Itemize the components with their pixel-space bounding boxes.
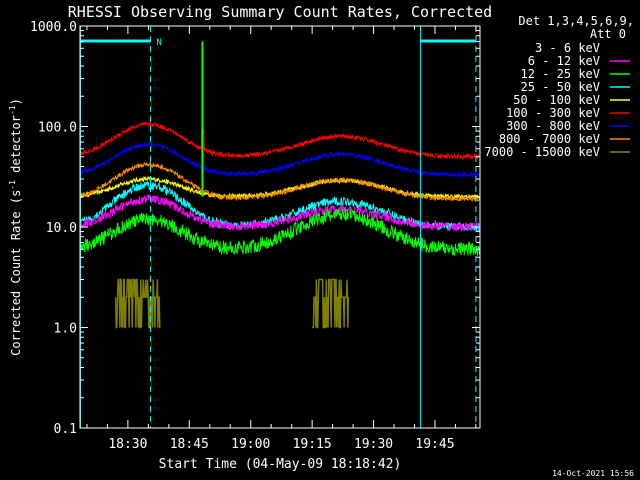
legend-label-4: 25 - 50 keV <box>521 80 600 94</box>
series-line-1 <box>79 204 481 276</box>
y-tick-label: 100.0 <box>38 121 77 136</box>
y-axis-label-main: Corrected Count Rate (s <box>9 190 23 356</box>
y-axis-label-mid: detector <box>9 115 23 180</box>
legend-title-detectors: Det 1,3,4,5,6,9, <box>518 14 634 28</box>
y-axis-label-sup2: -1 <box>8 105 17 115</box>
legend-title-attenuator: Att 0 <box>590 27 626 41</box>
legend-label-6: 100 - 300 keV <box>506 106 600 120</box>
series-line-2 <box>79 193 481 232</box>
plot-area: N <box>79 26 481 428</box>
series-line-8 <box>79 161 481 203</box>
legend-label-5: 50 - 100 keV <box>513 93 600 107</box>
chart-title: RHESSI Observing Summary Count Rates, Co… <box>68 3 492 21</box>
x-tick-label: 19:30 <box>354 437 393 452</box>
x-tick-label: 18:30 <box>108 437 147 452</box>
axes: 1000.0 100.0 10.0 1.0 0.1 18:30 18:45 19:00 19:1… <box>30 20 481 452</box>
legend-label-9: 7000 - 15000 keV <box>484 145 600 159</box>
x-tick-label: 19:00 <box>231 437 270 452</box>
x-axis-label: Start Time (04-May-09 18:18:42) <box>159 457 402 472</box>
legend-label-1: 3 - 6 keV <box>535 41 600 55</box>
legend-label-8: 800 - 7000 keV <box>499 132 600 146</box>
x-tick-label: 18:45 <box>170 437 209 452</box>
timestamp: 14-Oct-2021 15:56 <box>552 469 634 478</box>
legend-label-3: 12 - 25 keV <box>521 67 600 81</box>
legend-label-2: 6 - 12 keV <box>528 54 600 68</box>
night-label: N <box>156 38 161 48</box>
y-axis-label-sup1: -1 <box>8 180 17 190</box>
legend-label-7: 300 - 800 keV <box>506 119 600 133</box>
series-line-6 <box>79 120 481 161</box>
x-tick-label: 19:15 <box>293 437 332 452</box>
y-axis-label-end: ) <box>9 98 23 105</box>
y-tick-label: 10.0 <box>46 221 77 236</box>
y-tick-label: 0.1 <box>54 422 77 437</box>
x-tick-label: 19:45 <box>415 437 454 452</box>
y-axis-label: Corrected Count Rate (s-1 detector-1) <box>8 98 23 356</box>
y-tick-label: 1000.0 <box>30 20 77 35</box>
series-line-3 <box>79 207 481 257</box>
series-line-9-burst-2 <box>312 278 350 329</box>
series-line-7 <box>79 141 481 179</box>
series-line-9-burst-1 <box>114 278 161 329</box>
y-tick-label: 1.0 <box>54 322 77 337</box>
